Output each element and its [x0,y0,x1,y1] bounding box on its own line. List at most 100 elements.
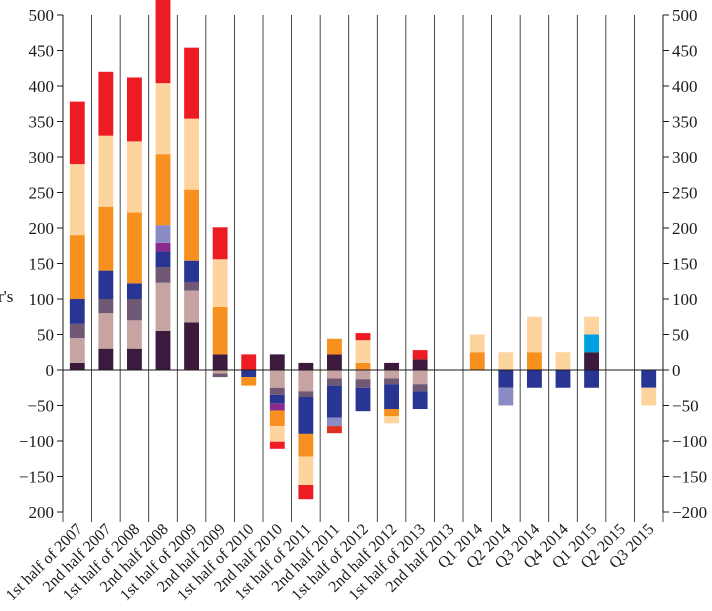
bar-segment [584,370,599,388]
bar-segment [355,362,371,370]
bar-segment [127,348,142,370]
bar-segment [241,377,257,386]
y-tick-label-left: 50 [37,326,54,345]
y-tick-label-left: 350 [29,113,55,132]
bar-segment [212,354,228,370]
bar-segment [155,267,171,283]
bar-segment [98,71,114,136]
bar-segment [355,387,371,412]
bar-segment [527,352,542,370]
bar-segment [127,212,142,284]
bar-segment [127,320,142,349]
bar-segment [327,370,342,379]
bar-segment [241,354,257,370]
y-tick-label-right: 350 [672,113,698,132]
bar-segment [241,370,257,378]
bar-segment [269,410,285,427]
bar-segment [384,416,399,424]
bar-segment [155,0,171,84]
y-tick-label-left: 150 [29,255,55,274]
bar-segment [212,259,228,307]
bar-segment [498,387,514,406]
y-tick-label-right: 100 [672,290,698,309]
bar-segment [298,485,314,500]
y-axis-label: r's [0,287,13,306]
bar-segment [269,387,285,395]
bar-segment [269,394,285,404]
bar-segment [527,316,542,353]
bar-segment [69,323,85,339]
bar-segment [298,433,314,457]
bar-segment [269,370,285,388]
bar-segment [412,370,428,385]
bar-segment [127,77,142,142]
bar-segment [298,362,314,370]
bar-segment [298,391,314,397]
bar-segment [184,260,199,282]
bar-segment [469,334,485,353]
bar-segment [355,370,371,380]
bar-segment [327,417,342,427]
bar-segment [155,83,171,155]
bar-segment [498,352,514,370]
y-tick-label-right: −150 [672,468,707,487]
y-tick-label-right: 400 [672,77,698,96]
bar-segment [155,251,171,268]
bar-segment [212,227,228,260]
bar-segment [384,370,399,379]
bar-segment [98,348,114,370]
bar-segment [498,370,514,388]
bar-segment [184,290,199,323]
bar-segment [155,282,171,331]
bar-segment [269,354,285,370]
y-tick-label-left: 200 [29,219,55,238]
y-tick-label-left: 250 [29,184,55,203]
bar-segment [98,313,114,349]
bar-segment [384,409,399,417]
y-tick-label-right: −100 [672,432,707,451]
bar-segment [384,384,399,410]
y-tick-label-right: 500 [672,6,698,25]
bar-segment [327,338,342,355]
y-tick-label-left: 400 [29,77,55,96]
bar-segment [269,441,285,449]
bar-segment [327,378,342,386]
y-tick-label-right: −50 [672,397,699,416]
bar-segment [412,350,428,360]
bar-segment [69,235,85,299]
bar-segment [641,370,657,388]
bar-segment [127,283,142,299]
bar-segment [412,384,428,392]
bar-segment [269,426,285,442]
bar-segment [527,370,542,388]
bar-segment [212,370,228,374]
bar-segment [298,396,314,434]
bar-segment [155,330,171,370]
y-tick-label-right: 250 [672,184,698,203]
bar-segment [98,270,114,299]
bar-segment [184,322,199,370]
y-tick-label-right: 50 [672,326,689,345]
bar-segment [184,118,199,190]
bar-segment [155,154,171,226]
y-tick-label-left: 200 [29,503,55,522]
bar-segment [69,338,85,363]
bar-segment [69,362,85,370]
bar-segment [327,426,342,434]
bar-segment [412,359,428,370]
bar-segment [298,370,314,392]
bar-segment [269,403,285,411]
bar-segment [327,385,342,418]
y-tick-label-right: 0 [672,361,681,380]
bars [69,0,657,500]
bar-segment [298,456,314,486]
bar-segment [355,333,371,341]
bar-segment [412,391,428,410]
y-tick-label-left: 100 [29,290,55,309]
y-tick-label-left: −150 [19,468,54,487]
bar-segment [184,281,199,291]
bar-segment [98,135,114,207]
bar-segment [555,370,571,388]
bar-segment [641,387,657,406]
